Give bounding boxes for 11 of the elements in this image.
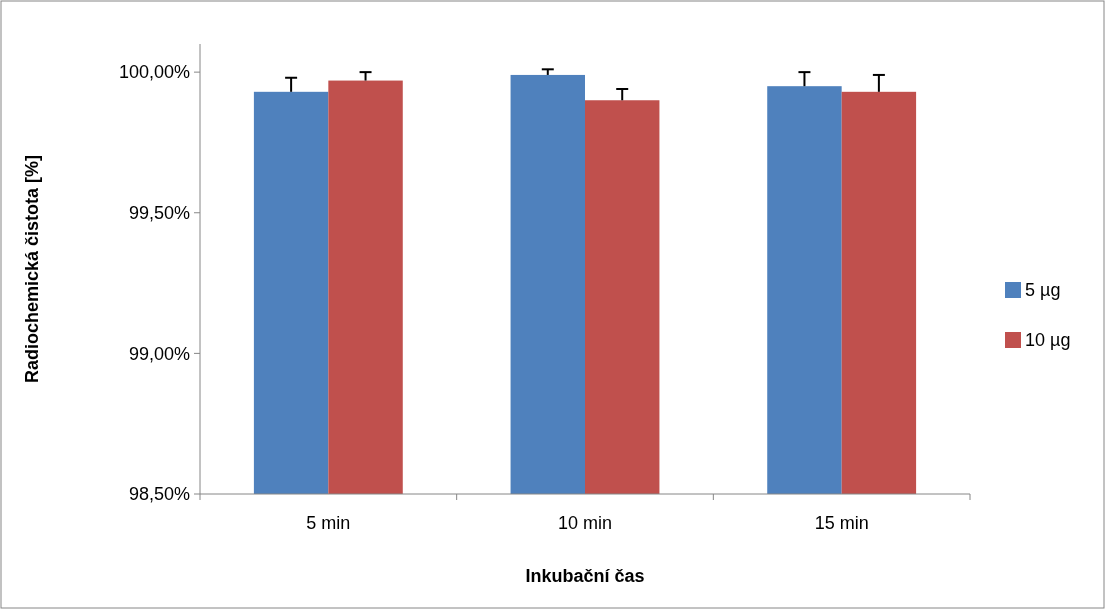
- x-tick-label: 15 min: [814, 513, 869, 533]
- y-tick-label: 100,00%: [118, 62, 190, 83]
- x-axis-title: Inkubační čas: [525, 566, 645, 586]
- x-tick-label: 10 min: [557, 513, 613, 533]
- y-tick-label: 99,50%: [128, 203, 190, 224]
- legend-label: 10 µg: [1025, 330, 1071, 351]
- y-tick-label: 99,00%: [128, 343, 190, 364]
- legend-label: 5 µg: [1025, 280, 1061, 301]
- y-axis-title: Radiochemická čistota [%]: [22, 154, 42, 384]
- y-tick-label: 98,50%: [128, 484, 190, 505]
- x-tick-label: 5 min: [306, 513, 351, 533]
